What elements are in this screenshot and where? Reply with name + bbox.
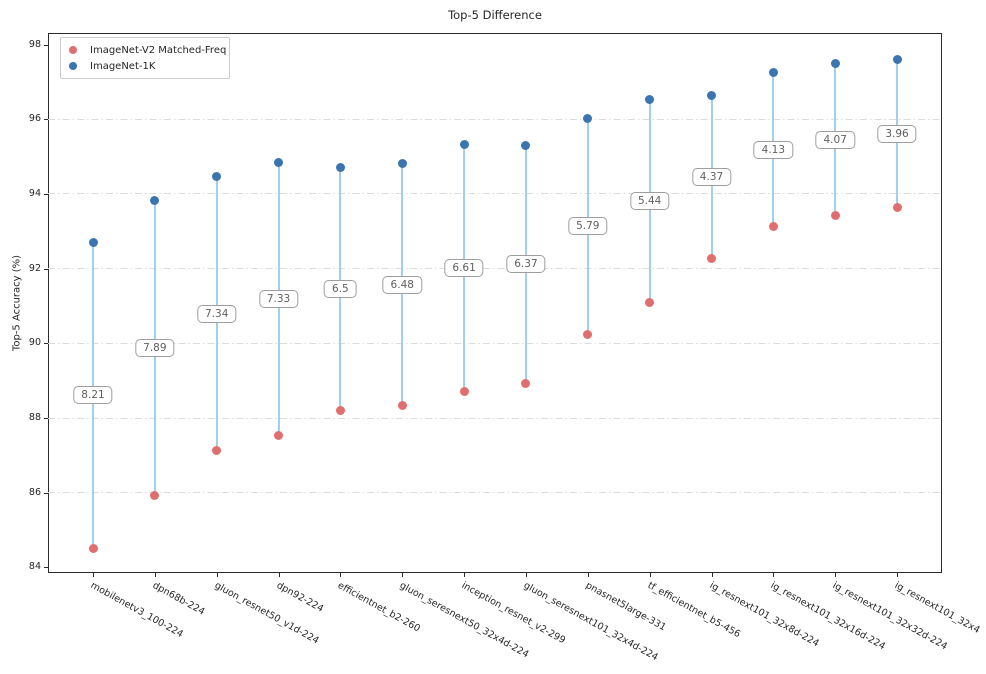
x-tick-label: dpn68b-224 bbox=[150, 580, 207, 618]
x-tick-mark bbox=[587, 573, 589, 577]
imagenet-1k-point bbox=[397, 159, 407, 169]
y-gridline bbox=[48, 118, 942, 120]
y-tick-label: 90 bbox=[28, 337, 41, 349]
imagenet-1k-legend-marker-icon bbox=[69, 62, 77, 70]
imagenet-v2-point bbox=[335, 406, 345, 416]
x-tick-mark bbox=[278, 573, 280, 577]
difference-annotation: 7.89 bbox=[135, 338, 175, 357]
imagenet-1k-point bbox=[707, 91, 716, 101]
imagenet-1k-point bbox=[335, 163, 345, 173]
legend-row-imagenet-1k: ImageNet-1K bbox=[61, 58, 229, 74]
imagenet-1k-point bbox=[88, 237, 98, 247]
legend-row-imagenet-v2: ImageNet-V2 Matched-Freq bbox=[61, 42, 229, 58]
difference-annotation: 4.07 bbox=[815, 130, 855, 149]
imagenet-v2-point bbox=[707, 254, 716, 264]
imagenet-1k-point bbox=[583, 113, 593, 123]
legend-label-imagenet-v2: ImageNet-V2 Matched-Freq bbox=[90, 44, 227, 56]
difference-annotation: 5.79 bbox=[568, 217, 608, 236]
y-gridline bbox=[48, 417, 942, 419]
imagenet-v2-point bbox=[274, 431, 284, 441]
x-tick-mark bbox=[154, 573, 156, 577]
imagenet-v2-legend-marker-icon bbox=[69, 46, 77, 54]
imagenet-v2-point bbox=[583, 329, 593, 339]
y-tick-mark bbox=[44, 492, 48, 494]
y-tick-label: 96 bbox=[28, 113, 41, 125]
y-tick-label: 84 bbox=[28, 561, 41, 573]
y-tick-label: 92 bbox=[28, 262, 41, 274]
y-tick-mark bbox=[44, 567, 48, 569]
imagenet-v2-point bbox=[150, 490, 160, 500]
imagenet-1k-point bbox=[768, 68, 778, 77]
difference-annotation: 4.13 bbox=[753, 140, 794, 159]
difference-annotation: 4.37 bbox=[691, 168, 732, 187]
x-tick-mark bbox=[216, 573, 218, 577]
legend: ImageNet-V2 Matched-Freq ImageNet-1K bbox=[60, 37, 230, 79]
difference-annotation: 6.61 bbox=[444, 259, 484, 278]
y-tick-label: 98 bbox=[28, 38, 41, 50]
imagenet-1k-point bbox=[892, 55, 902, 65]
difference-annotation: 7.33 bbox=[258, 290, 299, 309]
plot-area bbox=[48, 33, 942, 573]
y-tick-label: 94 bbox=[28, 187, 41, 199]
imagenet-v2-point bbox=[830, 211, 840, 221]
y-gridline bbox=[48, 268, 942, 270]
imagenet-1k-point bbox=[830, 59, 840, 69]
y-tick-mark bbox=[44, 193, 48, 195]
x-tick-label: gluon_resnet50_v1d-224 bbox=[212, 580, 321, 647]
x-tick-label: ig_resnext101_32x8d-224 bbox=[707, 580, 821, 650]
imagenet-v2-point bbox=[212, 446, 222, 456]
difference-annotation: 3.96 bbox=[877, 124, 917, 143]
y-tick-mark bbox=[44, 119, 48, 121]
imagenet-1k-point bbox=[150, 196, 160, 206]
x-tick-mark bbox=[340, 573, 342, 577]
difference-annotation: 6.48 bbox=[382, 275, 422, 294]
x-tick-mark bbox=[402, 573, 404, 577]
x-tick-mark bbox=[93, 573, 94, 577]
x-tick-mark bbox=[464, 573, 466, 577]
imagenet-v2-point bbox=[768, 222, 778, 232]
imagenet-1k-point bbox=[521, 140, 531, 150]
x-tick-mark bbox=[649, 573, 651, 577]
y-gridline bbox=[48, 492, 942, 494]
chart-title: Top-5 Difference bbox=[448, 8, 542, 22]
imagenet-1k-point bbox=[459, 140, 469, 150]
x-tick-mark bbox=[835, 573, 837, 577]
y-tick-mark bbox=[44, 44, 48, 46]
imagenet-v2-point bbox=[645, 298, 655, 308]
y-tick-mark bbox=[44, 268, 48, 270]
y-tick-mark bbox=[44, 343, 48, 345]
y-tick-label: 86 bbox=[28, 486, 41, 498]
x-tick-mark bbox=[525, 573, 527, 577]
x-tick-mark bbox=[773, 573, 775, 577]
imagenet-v2-point bbox=[459, 386, 469, 396]
y-tick-label: 88 bbox=[28, 412, 41, 423]
legend-label-imagenet-1k: ImageNet-1K bbox=[90, 60, 156, 72]
x-tick-label: ig_resnext101_32x32d-224 bbox=[830, 580, 950, 653]
difference-annotation: 7.34 bbox=[196, 304, 237, 323]
imagenet-1k-point bbox=[274, 157, 284, 167]
difference-annotation: 6.37 bbox=[506, 255, 546, 274]
difference-annotation: 8.21 bbox=[73, 386, 113, 405]
y-gridline bbox=[48, 342, 942, 344]
x-tick-label: dpn92-224 bbox=[274, 580, 325, 615]
x-tick-label: ig_resnext101_32x16d-224 bbox=[769, 580, 888, 653]
x-tick-label: inception_resnet_v2-299 bbox=[459, 580, 568, 647]
difference-annotation: 5.44 bbox=[629, 192, 670, 211]
x-tick-mark bbox=[897, 573, 899, 577]
imagenet-v2-point bbox=[397, 401, 407, 411]
imagenet-v2-point bbox=[892, 203, 902, 213]
imagenet-1k-point bbox=[645, 95, 655, 105]
imagenet-v2-point bbox=[521, 378, 531, 388]
imagenet-1k-point bbox=[212, 172, 222, 182]
difference-annotation: 6.5 bbox=[324, 280, 357, 299]
y-gridline bbox=[48, 193, 942, 195]
y-tick-mark bbox=[44, 418, 48, 419]
x-tick-mark bbox=[711, 573, 713, 577]
imagenet-v2-point bbox=[88, 544, 98, 554]
